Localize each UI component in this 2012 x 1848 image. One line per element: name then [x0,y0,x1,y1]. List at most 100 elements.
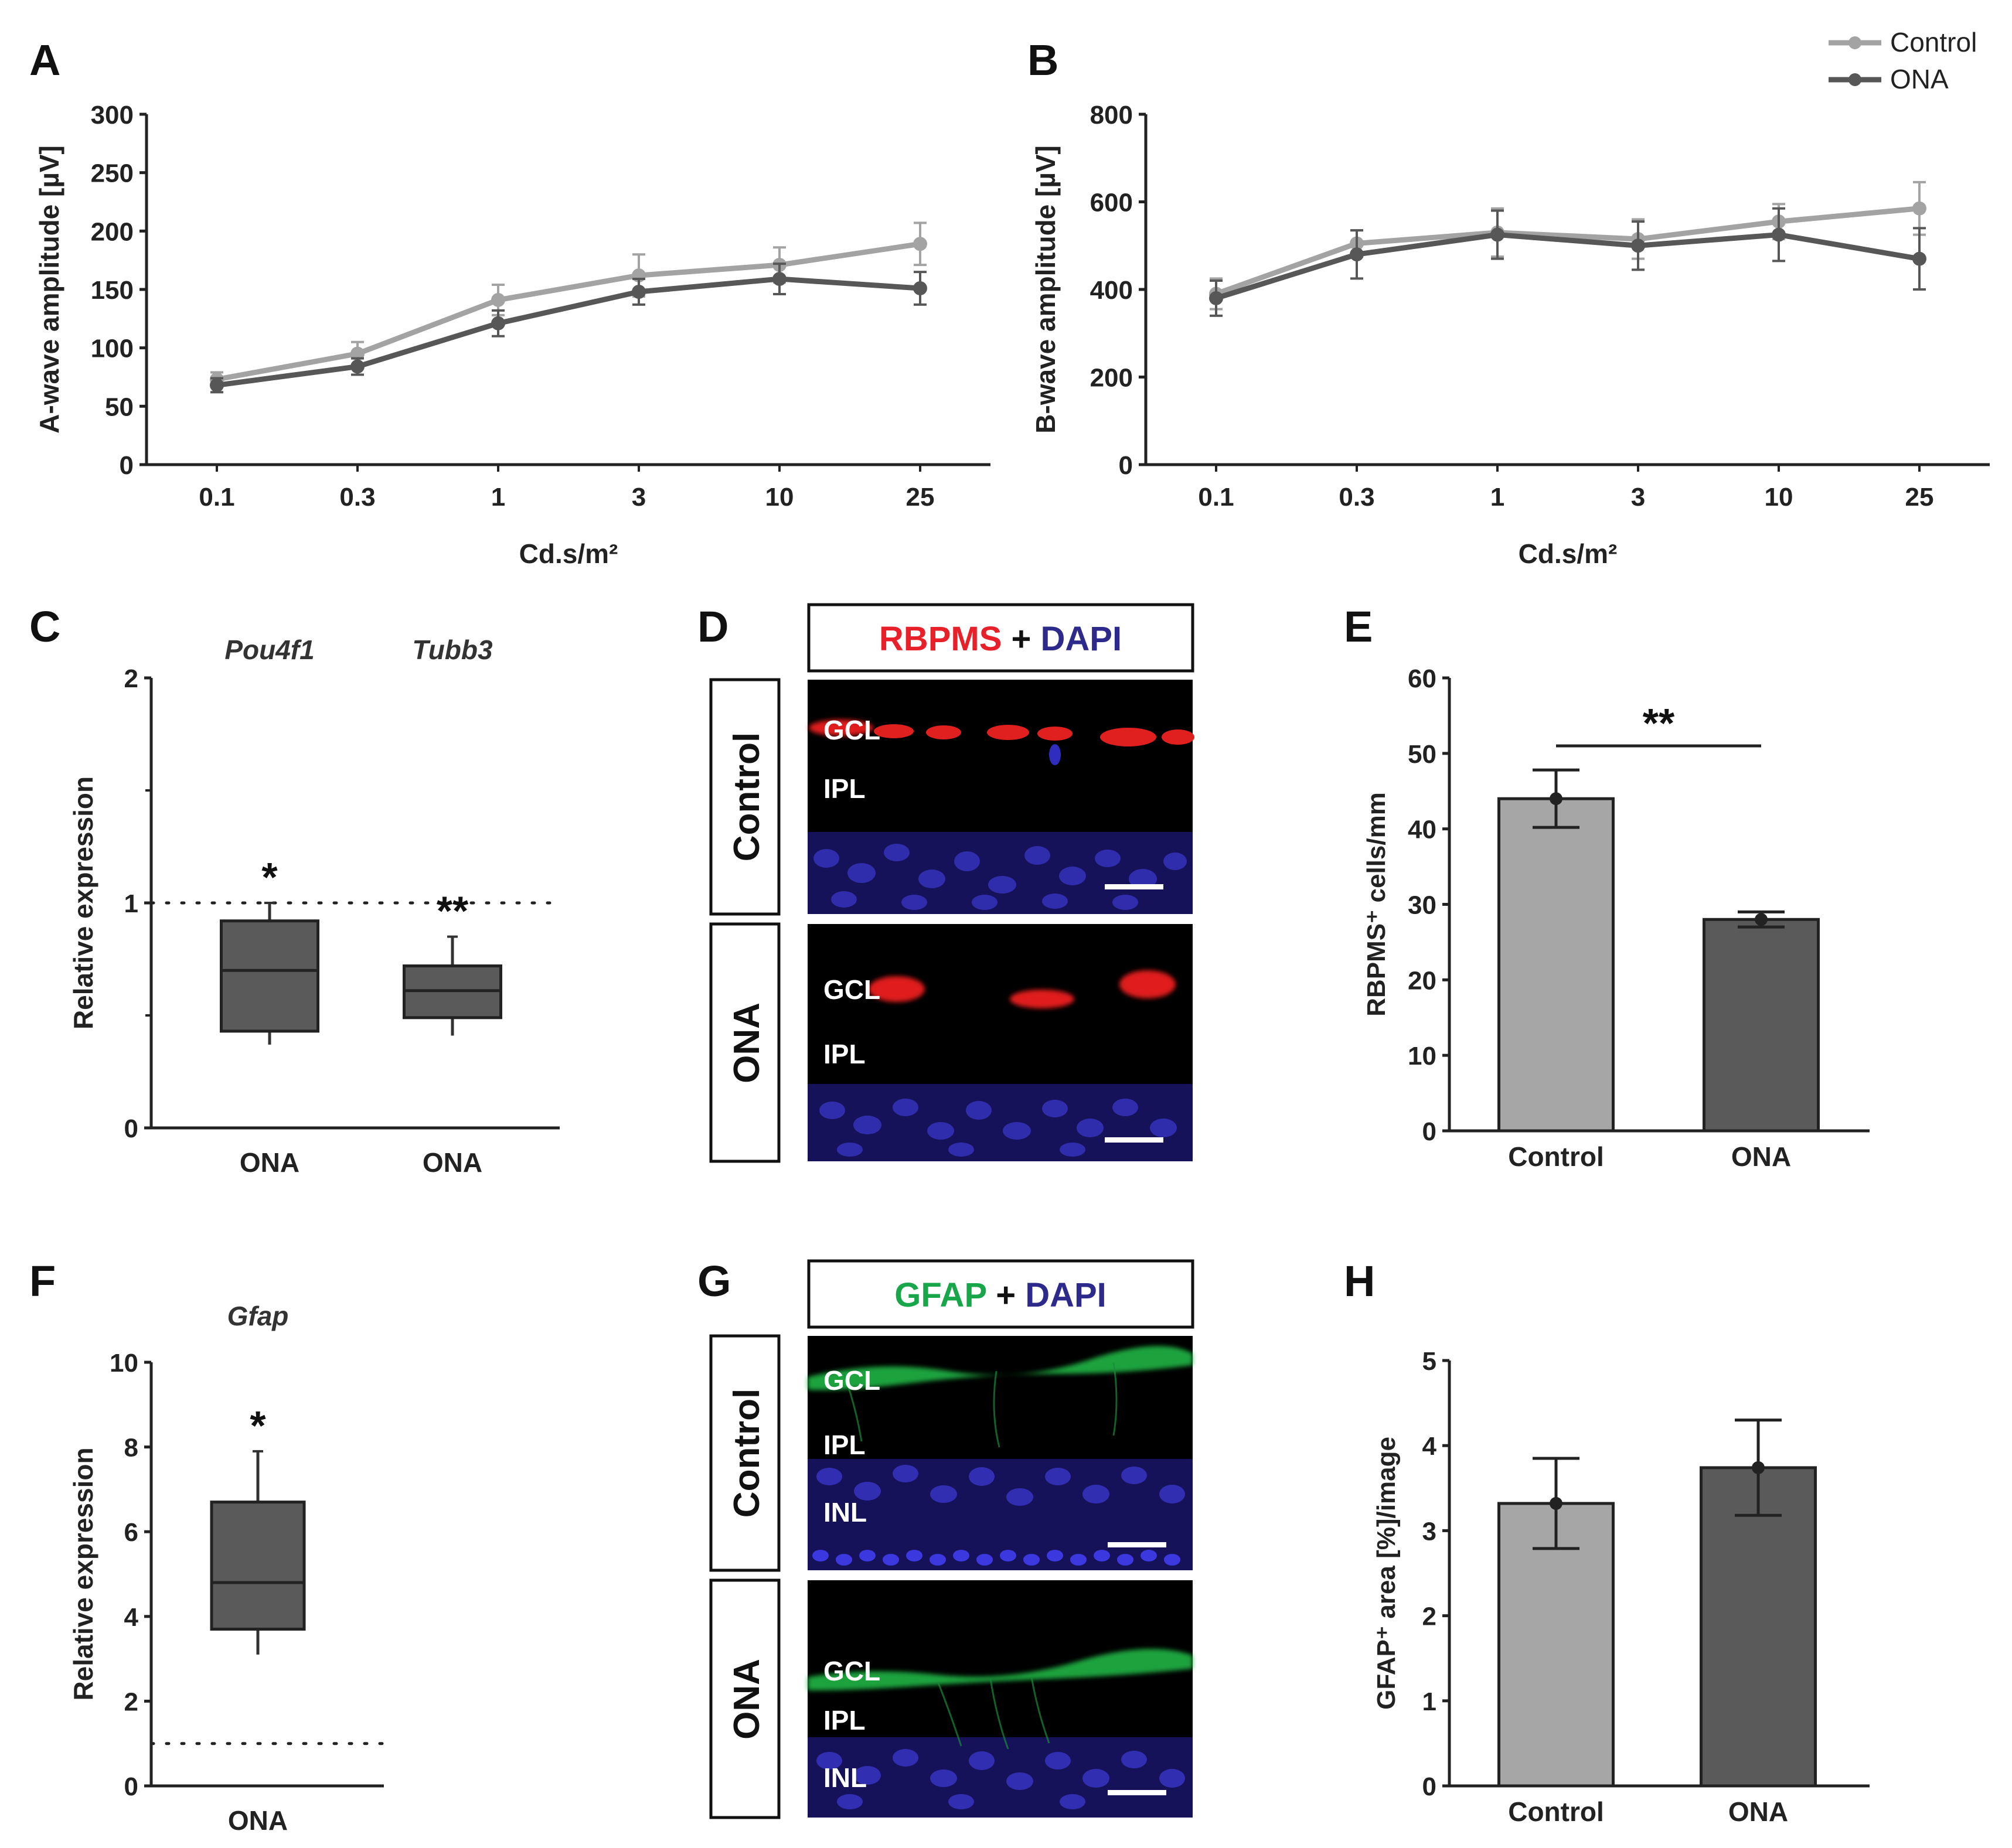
micrograph-g-ona-layer-inl: INL [823,1762,867,1793]
micrograph-d-control-nuclei [813,844,1187,910]
micrograph-g-control-layer-gcl: GCL [823,1365,880,1396]
data-point-control [913,237,927,251]
x-tick-label: 25 [1905,483,1934,512]
y-tick-label: 200 [91,217,134,246]
data-point-ona [1209,291,1223,305]
y-tick-label: 2 [124,664,138,693]
data-point-ona [1912,251,1926,266]
panel-letter-a: A [29,36,60,84]
chart-b: 0 200 400 600 800 B-wave amplitude [µV] 0.1 0.3… [1030,101,1990,569]
data-point-control [491,292,505,307]
data-point-ona [350,359,365,374]
bar-ona [1703,918,1820,1133]
micrograph-g-ona-scale-bar [1108,1790,1166,1795]
mean-point-control [1550,792,1562,806]
mean-point-control [1550,1496,1562,1510]
data-point-ona [1772,227,1786,242]
significance-marker: * [250,1403,266,1448]
x-category-label: ONA [1731,1141,1791,1172]
micrograph-d-title-box [807,603,1194,673]
y-tick-label: 0 [124,1114,138,1143]
y-tick-label: 2 [1422,1602,1436,1631]
micrograph-d-control-layer-gcl: GCL [823,715,880,745]
micrograph-g-control-layer-ipl: IPL [823,1430,866,1460]
micrograph-d-ona-layer-gcl: GCL [823,974,880,1005]
panel-letter-h: H [1344,1257,1375,1305]
x-category-label: Control [1508,1141,1604,1172]
chart-c: 0 1 2 Relative expression * ONA Pou4f1 ** ONA Tub… [68,635,561,1178]
y-tick-label: 1 [1422,1687,1436,1716]
legend-control-marker [1848,36,1861,49]
micrograph-g-title-box [807,1259,1194,1329]
x-category-label: ONA [423,1147,482,1178]
y-tick-label: 150 [91,276,134,305]
micrograph-panel-d: RBPMS + DAPI Control ONA GCL IPL [709,603,1194,1163]
series-line-ona [1215,232,1920,301]
y-tick-label: 300 [91,101,134,129]
micrograph-g-ona-gfap-band [808,1649,1193,1691]
gene-label: Gfap [227,1301,289,1331]
micrograph-g-ona-nuclei [816,1749,1185,1809]
y-axis-title: B-wave amplitude [µV] [1030,145,1061,434]
x-tick-label: 1 [491,483,505,512]
chart-h: 0 1 2 3 4 5 GFAP⁺ area [%]/image Control ONA [1372,1347,1870,1827]
micrograph-d-control-layer-ipl: IPL [823,773,866,804]
y-tick-label: 0 [1422,1117,1436,1146]
y-axis-title: Relative expression [68,776,98,1029]
data-point-ona [1490,227,1504,242]
micrograph-d-title-stain: RBPMS [879,620,1002,658]
y-tick-label: 0 [120,451,134,480]
x-tick-label: 0.1 [199,483,234,512]
x-tick-label: 1 [1490,483,1504,512]
micrograph-g-title-plus: + [986,1276,1025,1314]
panel-letter-e: E [1344,602,1373,651]
chart-f: 0 2 4 6 8 10 Relative expression * ONA Gfap [68,1301,386,1836]
y-tick-label: 6 [124,1518,138,1547]
y-tick-label: 40 [1408,816,1436,844]
y-tick-label: 60 [1408,664,1436,693]
data-point-ona [210,378,224,393]
panel-letter-b: B [1027,36,1058,84]
y-tick-label: 3 [1422,1517,1436,1546]
y-tick-label: 200 [1090,364,1133,393]
micrograph-d-title-plus: + [1002,620,1040,658]
y-tick-label: 250 [91,159,134,188]
micrograph-g-row-control-label: Control [727,1389,767,1518]
bar-control [1497,797,1615,1133]
x-tick-label: 3 [632,483,646,512]
y-tick-label: 400 [1090,276,1133,305]
y-tick-label: 20 [1408,966,1436,995]
micrograph-g-row-ona-box [709,1578,781,1819]
micrograph-d-title-dapi: DAPI [1041,620,1122,658]
mean-point-ona [1755,913,1768,926]
chart-a: 0 50 100 150 200 250 300 A-wave amplitude [µV] 0… [34,101,990,569]
data-point-ona [913,281,927,296]
data-point-ona [772,272,787,287]
legend-ona-label: ONA [1890,64,1949,94]
y-tick-label: 2 [124,1687,138,1716]
data-point-ona [491,316,505,330]
micrograph-g-control-nuclei [816,1465,1185,1506]
micrograph-d-row-ona-label: ONA [727,1003,767,1083]
x-category-label: ONA [1728,1796,1788,1827]
series-line-control [1215,206,1920,296]
significance-marker: ** [1643,700,1675,746]
micrograph-g-control-layer-inl: INL [823,1497,867,1528]
x-tick-label: 0.1 [1198,483,1234,512]
box [210,1501,306,1631]
y-tick-label: 50 [105,393,134,421]
micrograph-d-title: RBPMS + DAPI [879,620,1122,658]
x-category-label: ONA [240,1147,299,1178]
legend-ona-marker [1848,73,1861,86]
y-tick-label: 10 [1408,1042,1436,1070]
gene-label: Pou4f1 [224,635,314,665]
x-tick-label: 10 [765,483,794,512]
micrograph-g-ona-layer-gcl: GCL [823,1656,880,1686]
y-tick-label: 50 [1408,740,1436,769]
micrograph-g-row-ona-label: ONA [727,1659,767,1740]
micrograph-d-ona-scale-bar [1105,1137,1163,1143]
panel-letter-f: F [29,1257,56,1305]
panel-letter-g: G [697,1257,731,1305]
data-point-ona [632,284,646,299]
micrograph-g-ona-gfap-processes [937,1676,1050,1750]
